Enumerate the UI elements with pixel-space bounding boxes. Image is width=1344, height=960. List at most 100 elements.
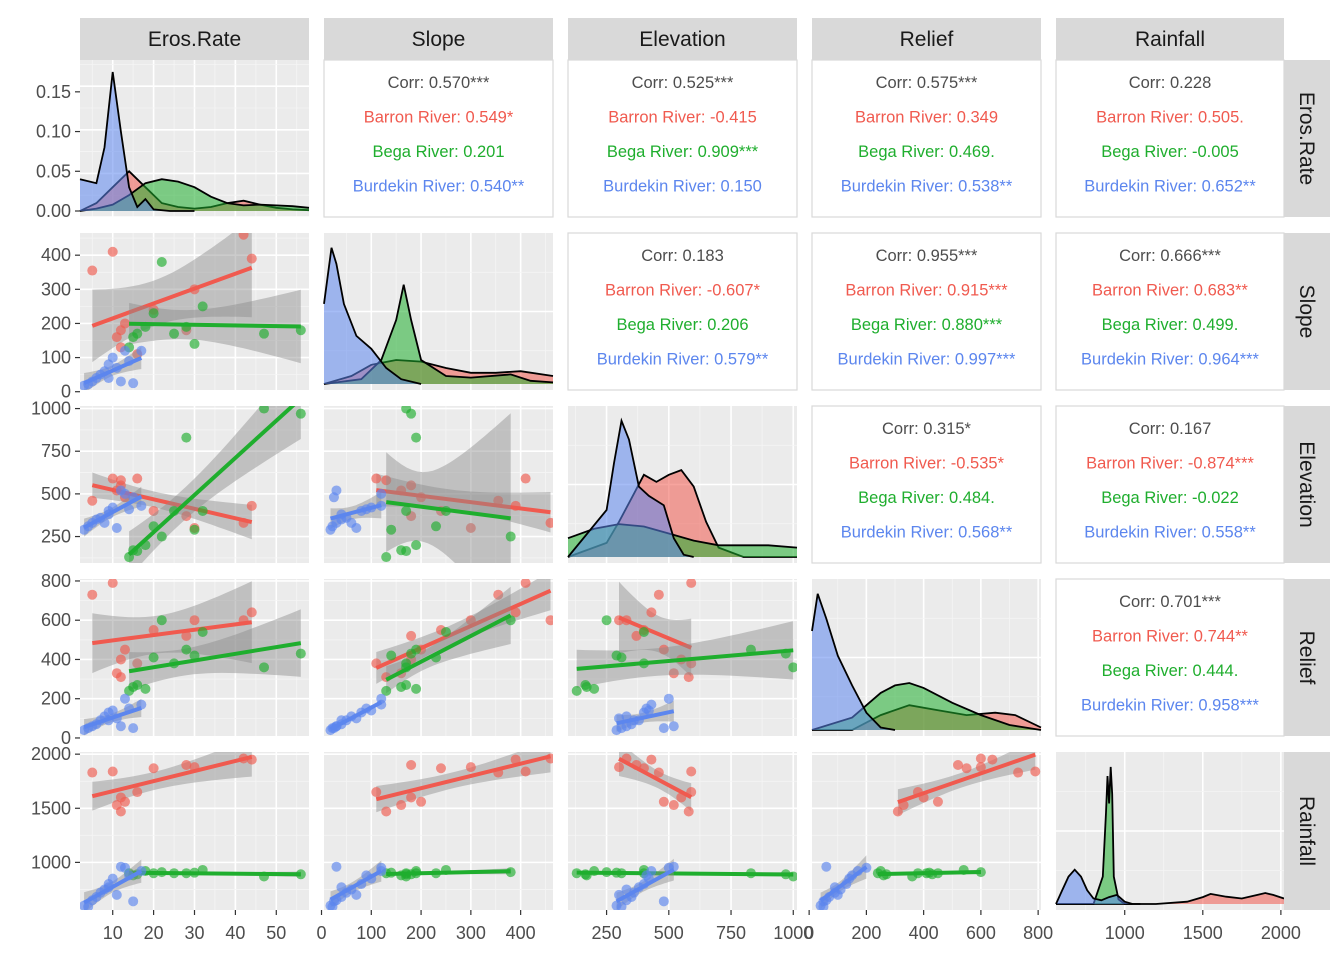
point-burdekin-river [119, 488, 130, 499]
point-barron-river [646, 754, 657, 765]
strip-background [1284, 60, 1330, 217]
point-barron-river [371, 473, 382, 484]
panel-elevation-vs-rainfall: Corr: 0.167 Barron River: -0.874*** Bega R… [1055, 405, 1285, 564]
point-bega-river [197, 505, 208, 516]
fit-line-barron-river [376, 488, 551, 515]
fit-line-barron-river [375, 754, 551, 802]
y-tick-label: 0.00 [36, 201, 71, 221]
panel-elevation-vs-relief: Corr: 0.315* Barron River: -0.535* Bega Ri… [811, 405, 1042, 564]
x-tick-label: 1000 [773, 923, 813, 943]
point-bega-river [189, 650, 200, 661]
y-axis-rainfall: 1000 1500 2000 [31, 744, 80, 872]
point-burdekin-river [663, 693, 674, 704]
corr-label-barron: Barron River: 0.505. [1096, 109, 1244, 127]
point-barron-river [371, 787, 382, 798]
corr-label-overall: Corr: 0.955*** [876, 247, 978, 265]
corr-label-burdekin: Burdekin River: 0.568** [841, 524, 1013, 542]
point-barron-river [668, 800, 679, 811]
point-barron-river [510, 754, 521, 765]
point-bega-river [411, 683, 422, 694]
point-barron-river [658, 796, 669, 807]
corr-label-barron: Barron River: -0.535* [849, 455, 1005, 473]
panel-eros-rate-vs-elevation: Corr: 0.525*** Barron River: -0.415 Bega R… [567, 59, 798, 218]
x-tick-label: 600 [966, 923, 996, 943]
point-bega-river [580, 679, 591, 690]
point-bega-river [169, 328, 180, 339]
strip-right-rainfall: Rainfall [1284, 752, 1330, 910]
corr-label-bega: Bega River: 0.206 [616, 316, 748, 334]
x-axis-relief: 0 200 400 600 800 [804, 910, 1053, 943]
panel-eros-rate-vs-relief: Corr: 0.575*** Barron River: 0.349 Bega Ri… [811, 59, 1042, 218]
strip-top-elevation: Elevation [568, 18, 797, 60]
panel-rainfall-vs-rainfall [1055, 752, 1285, 910]
point-barron-river [545, 615, 553, 626]
fit-line-burdekin-river [616, 709, 675, 726]
point-barron-river [465, 523, 476, 534]
y-tick-label: 200 [41, 313, 71, 333]
y-tick-label: 0.05 [36, 161, 71, 181]
fit-line-burdekin-river [819, 865, 868, 903]
point-burdekin-river [136, 345, 147, 356]
point-barron-river [246, 253, 257, 264]
density-area-burdekin-river [568, 420, 694, 557]
point-burdekin-river [331, 861, 342, 872]
point-burdekin-river [658, 723, 669, 734]
correlation-panel-frame [323, 59, 554, 218]
fit-line-bega-river [576, 870, 794, 877]
point-barron-river [396, 800, 407, 811]
strip-background [1056, 18, 1284, 60]
point-barron-river [107, 766, 118, 777]
point-barron-river [132, 787, 143, 798]
x-tick-label: 10 [103, 923, 123, 943]
fit-line-burdekin-river [329, 700, 383, 732]
point-barron-river [181, 759, 192, 770]
point-barron-river [987, 754, 998, 765]
density-line-bega-river [811, 682, 1042, 731]
panel-relief-vs-relief [811, 579, 1042, 736]
fit-line-bega-river [877, 869, 981, 877]
y-axis-elevation: 250 500 750 1000 [31, 399, 80, 547]
corr-label-bega: Bega River: 0.484. [858, 489, 995, 507]
density-area-burdekin-river [1056, 869, 1133, 904]
point-bega-river [156, 531, 167, 542]
strip-top-eros-rate: Eros.Rate [80, 18, 309, 60]
x-tick-label: 40 [225, 923, 245, 943]
point-burdekin-river [111, 889, 122, 900]
point-burdekin-river [641, 703, 652, 714]
fit-line-bega-river [386, 869, 511, 876]
density-line-burdekin-river [323, 247, 422, 385]
point-bega-river [406, 648, 417, 659]
fit-line-bega-river [128, 641, 302, 674]
y-tick-label: 200 [41, 689, 71, 709]
point-barron-river [406, 759, 417, 770]
corr-label-barron: Barron River: -0.874*** [1086, 455, 1254, 473]
x-tick-label: 50 [266, 923, 286, 943]
panel-elevation-vs-slope [324, 406, 553, 563]
point-bega-river [140, 683, 151, 694]
corr-label-barron: Barron River: 0.349 [855, 109, 998, 127]
corr-label-barron: Barron River: 0.744** [1092, 628, 1248, 646]
point-barron-river [892, 806, 903, 817]
point-barron-river [87, 767, 98, 778]
y-tick-label: 600 [41, 610, 71, 630]
scatter-content [325, 579, 553, 736]
x-tick-label: 100 [356, 923, 386, 943]
strip-label: Slope [412, 28, 466, 51]
corr-label-overall: Corr: 0.228 [1129, 74, 1212, 92]
corr-label-bega: Bega River: -0.022 [1101, 489, 1239, 507]
scatter-content [325, 752, 553, 910]
fit-line-bega-river [129, 870, 301, 877]
point-barron-river [646, 607, 657, 618]
corr-label-barron: Barron River: -0.415 [608, 109, 757, 127]
point-burdekin-river [621, 884, 632, 895]
corr-label-bega: Bega River: 0.444. [1102, 662, 1239, 680]
y-tick-label: 400 [41, 245, 71, 265]
point-bega-river [589, 683, 600, 694]
panel-rainfall-vs-elevation [568, 752, 797, 910]
point-barron-river [115, 806, 126, 817]
panel-eros-rate-vs-eros-rate [79, 60, 310, 218]
fit-line-bega-river [385, 613, 512, 682]
x-axis-rainfall: 1000 1500 2000 [1105, 910, 1301, 943]
corr-label-burdekin: Burdekin River: 0.538** [841, 178, 1013, 196]
corr-label-burdekin: Burdekin River: 0.579** [597, 351, 769, 369]
